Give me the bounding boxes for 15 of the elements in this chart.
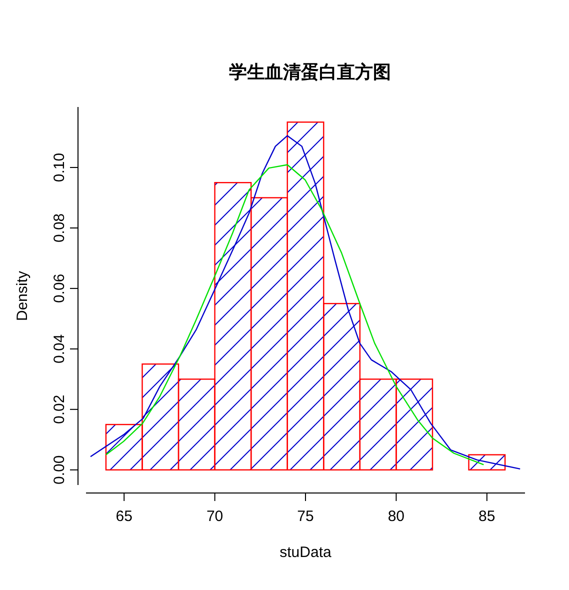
y-axis-title: Density xyxy=(14,270,31,322)
y-tick-label: 0.00 xyxy=(51,455,68,484)
y-tick-label: 0.06 xyxy=(51,274,68,304)
chart-title: 学生血清蛋白直方图 xyxy=(229,62,391,82)
x-tick-label: 65 xyxy=(116,508,132,525)
x-tick-label: 80 xyxy=(388,508,405,525)
y-tick-label: 0.08 xyxy=(51,213,68,243)
y-tick-label: 0.10 xyxy=(51,152,68,182)
x-tick-label: 75 xyxy=(297,508,314,525)
x-tick-label: 70 xyxy=(206,508,224,525)
y-tick-label: 0.02 xyxy=(51,394,68,424)
x-axis-title: stuData xyxy=(280,544,332,561)
x-tick-label: 85 xyxy=(478,508,496,525)
line-series xyxy=(90,135,521,470)
y-tick-label: 0.04 xyxy=(51,334,68,364)
